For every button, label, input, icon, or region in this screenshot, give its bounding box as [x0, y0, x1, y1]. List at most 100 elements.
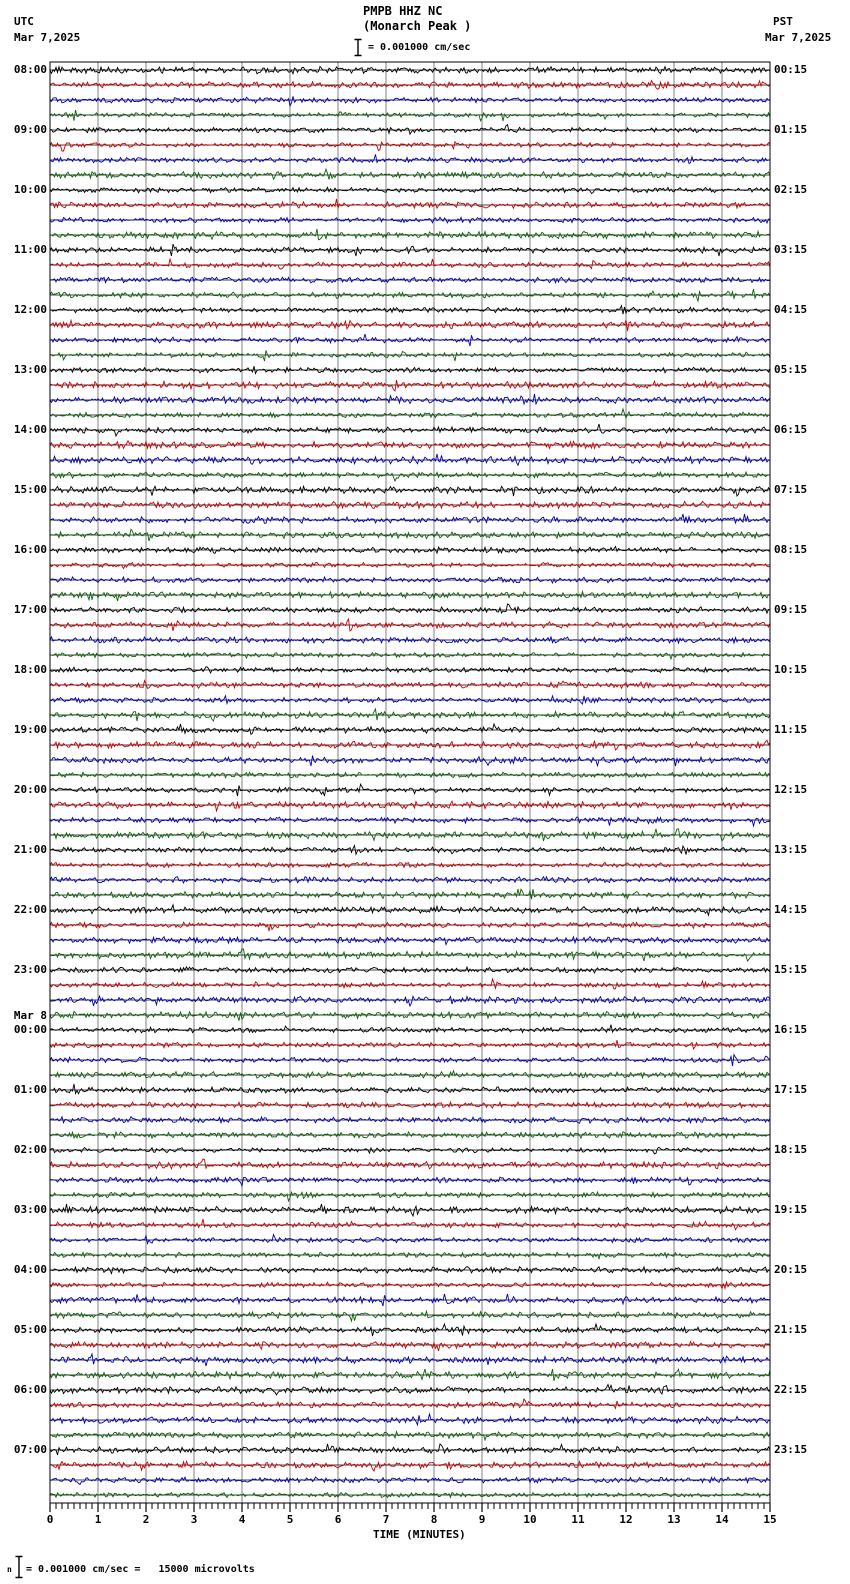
pst-hour-label: 02:15 [774, 183, 808, 196]
x-tick-label: 2 [142, 1513, 150, 1526]
trace-row [49, 513, 771, 525]
utc-hour-label: 11:00 [13, 243, 47, 256]
trace-row [49, 603, 771, 615]
trace-row [49, 1340, 771, 1352]
pst-hour-label: 10:15 [774, 663, 808, 676]
trace-row [49, 921, 771, 932]
trace-row [49, 198, 771, 210]
trace-row [49, 186, 771, 195]
x-tick-label: 10 [523, 1513, 537, 1526]
trace-row [49, 948, 771, 962]
trace-row [49, 1190, 771, 1203]
x-tick-label: 3 [190, 1513, 198, 1526]
utc-hour-label: 10:00 [13, 183, 47, 196]
x-tick-label: 9 [478, 1513, 486, 1526]
pst-hour-label: 13:15 [774, 843, 808, 856]
utc-hour-label: 19:00 [13, 723, 47, 736]
trace-row [49, 167, 771, 181]
trace-row [49, 1233, 771, 1246]
utc-label: UTC [14, 15, 34, 28]
pst-hour-label: 21:15 [774, 1323, 808, 1336]
trace-row [49, 1459, 771, 1472]
trace-row [49, 1083, 771, 1095]
trace-row [49, 123, 771, 136]
trace-row [49, 1100, 771, 1110]
utc-hour-label: 16:00 [13, 543, 47, 556]
scale-text: = 0.001000 cm/sec [368, 42, 471, 53]
utc-hour-label: 06:00 [13, 1383, 47, 1396]
trace-row [49, 1383, 771, 1396]
trace-row [49, 694, 771, 706]
pst-hour-label: 05:15 [774, 363, 808, 376]
trace-row [49, 771, 771, 779]
trace-row [49, 1069, 771, 1080]
utc-hour-label: 12:00 [13, 303, 47, 316]
trace-row [49, 575, 771, 585]
pst-hour-label: 19:15 [774, 1203, 808, 1216]
x-tick-label: 0 [46, 1513, 54, 1526]
trace-row [49, 755, 771, 768]
trace-row [49, 393, 771, 406]
trace-row [49, 1024, 771, 1034]
trace-row [49, 666, 771, 674]
utc-hour-label: 21:00 [13, 843, 47, 856]
utc-date: Mar 7,2025 [14, 31, 81, 44]
x-tick-label: 4 [238, 1513, 246, 1526]
trace-row [49, 470, 770, 483]
trace-row [49, 1412, 771, 1427]
trace-row [49, 1443, 771, 1456]
trace-row [49, 782, 771, 797]
trace-row [50, 484, 771, 497]
trace-row [49, 875, 771, 885]
pst-hour-label: 17:15 [774, 1083, 808, 1096]
trace-row [49, 1322, 771, 1337]
trace-row [49, 1476, 771, 1486]
trace-row [49, 276, 771, 285]
x-axis-title: TIME (MINUTES) [373, 1528, 466, 1541]
day-break-label: Mar 8 [13, 1009, 47, 1022]
pst-hour-label: 12:15 [774, 783, 808, 796]
utc-hour-label: 18:00 [13, 663, 47, 676]
trace-row [49, 635, 771, 645]
utc-hour-label: 00:00 [13, 1023, 47, 1036]
x-tick-label: 6 [334, 1513, 342, 1526]
trace-row [49, 1130, 771, 1140]
trace-row [49, 1053, 771, 1067]
trace-row [49, 651, 771, 661]
trace-row [49, 453, 771, 467]
trace-row [49, 140, 771, 152]
trace-row [49, 590, 771, 602]
pst-hour-label: 16:15 [774, 1023, 808, 1036]
utc-hour-label: 14:00 [13, 423, 47, 436]
trace-row [49, 1115, 771, 1125]
trace-row [49, 288, 771, 303]
trace-row [49, 1251, 771, 1261]
footer-marker: n [7, 1565, 12, 1574]
trace-row [49, 109, 771, 122]
trace-row [49, 561, 771, 570]
footer-note: = 0.001000 cm/sec = 15000 microvolts [26, 1564, 255, 1575]
utc-hour-label: 02:00 [13, 1143, 47, 1156]
utc-hour-label: 07:00 [13, 1443, 47, 1456]
trace-row [49, 903, 771, 917]
x-tick-label: 15 [763, 1513, 777, 1526]
pst-hour-label: 20:15 [774, 1263, 808, 1276]
trace-row [49, 617, 771, 632]
trace-row [49, 79, 771, 90]
trace-row [49, 228, 771, 241]
utc-hour-label: 17:00 [13, 603, 47, 616]
footer-scale-bar-icon [15, 1555, 23, 1579]
pst-hour-label: 11:15 [774, 723, 808, 736]
pst-hour-label: 06:15 [774, 423, 808, 436]
trace-row [49, 318, 771, 332]
trace-row [49, 1309, 771, 1323]
trace-row [49, 333, 771, 347]
x-tick-label: 1 [94, 1513, 102, 1526]
pst-hour-label: 08:15 [774, 543, 808, 556]
pst-hour-label: 22:15 [774, 1383, 808, 1396]
trace-row [49, 1203, 771, 1218]
trace-row [49, 95, 771, 108]
x-tick-label: 14 [715, 1513, 729, 1526]
